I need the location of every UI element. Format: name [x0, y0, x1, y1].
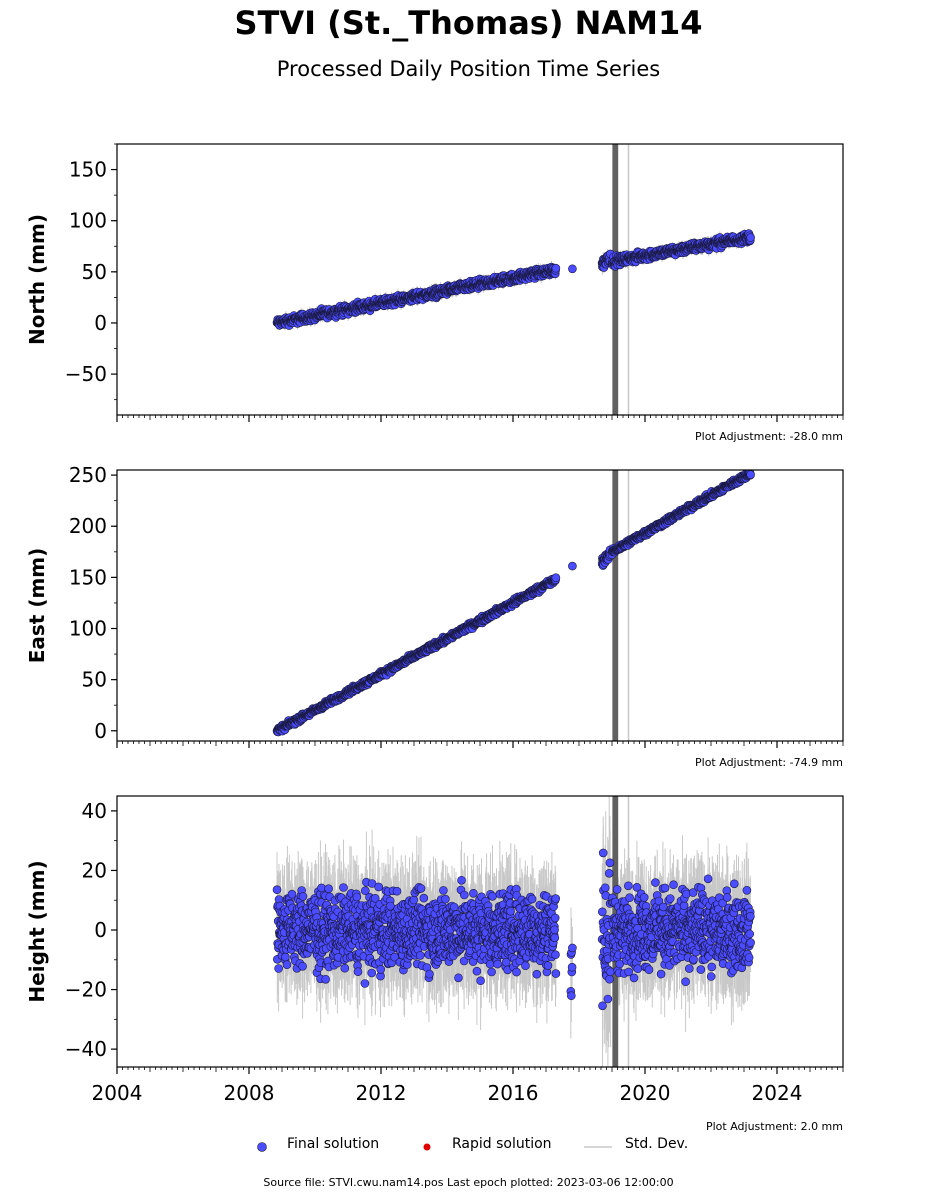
north-y-tick-label: 50 — [82, 260, 107, 284]
north-data-point — [568, 264, 577, 274]
north-data-point — [746, 233, 755, 242]
north-y-tick-label: 0 — [94, 311, 107, 335]
north-data-point — [551, 263, 561, 273]
north-y-tick-label: 150 — [69, 158, 107, 182]
north-plot-adjustment: Plot Adjustment: -28.0 mm — [695, 430, 843, 443]
east-plot-area — [272, 470, 755, 741]
north-y-tick-label: 100 — [69, 209, 107, 233]
north-y-tick-label: −50 — [65, 362, 107, 386]
chart-title: STVI (St._Thomas) NAM14 — [234, 4, 703, 42]
north-plot-area — [272, 144, 755, 415]
chart-subtitle: Processed Daily Position Time Series — [276, 57, 661, 81]
north-y-axis-label: North (mm) — [25, 214, 49, 345]
